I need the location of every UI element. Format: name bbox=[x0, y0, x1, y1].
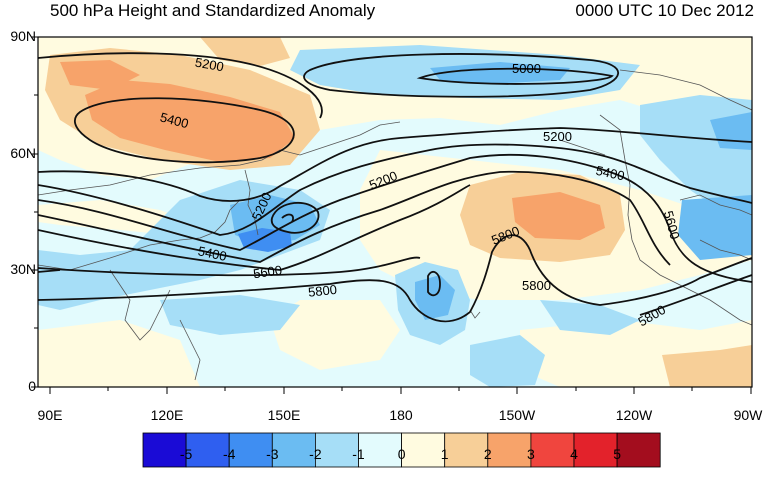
colorbar bbox=[142, 432, 661, 468]
contour-label: 5400 bbox=[594, 163, 625, 184]
y-tick-label: 30N bbox=[10, 261, 36, 277]
coastlines bbox=[38, 69, 752, 381]
contour-label: 5600 bbox=[252, 262, 283, 281]
contour-label: 5800 bbox=[522, 278, 551, 293]
y-tick-label: 60N bbox=[10, 145, 36, 161]
y-tick-label: 0 bbox=[28, 378, 36, 394]
x-tick-label: 90E bbox=[37, 407, 63, 423]
colorbar-label: 5 bbox=[613, 446, 621, 462]
contour-label: 5800 bbox=[307, 282, 337, 300]
contour-label: 5200 bbox=[543, 129, 572, 144]
x-tick-label: 180 bbox=[389, 407, 413, 423]
height-contours bbox=[38, 52, 752, 323]
colorbar-box bbox=[530, 432, 575, 468]
colorbar-box bbox=[401, 432, 446, 468]
colorbar-box bbox=[616, 432, 661, 468]
colorbar-label: 3 bbox=[526, 446, 535, 462]
contour-label: 5400 bbox=[158, 109, 190, 131]
colorbar-label: -2 bbox=[309, 446, 322, 462]
x-tick-label: 120W bbox=[615, 407, 653, 423]
colorbar-label: -4 bbox=[222, 446, 236, 462]
colorbar-label: -5 bbox=[179, 446, 193, 462]
x-tick-label: 150W bbox=[498, 407, 536, 423]
x-tick-label: 120E bbox=[150, 407, 184, 423]
x-tick-label: 90W bbox=[733, 407, 763, 423]
colorbar-box bbox=[444, 432, 489, 468]
axis-ticks bbox=[31, 36, 752, 394]
map-title: 500 hPa Height and Standardized Anomaly bbox=[50, 1, 376, 20]
colorbar-box bbox=[487, 432, 532, 468]
colorbar-box bbox=[314, 432, 359, 468]
map-plot-area: 5200 5000 5400 5200 5200 5400 5200 5800 … bbox=[38, 37, 752, 387]
contour-label: 5000 bbox=[512, 61, 541, 76]
anomaly-fill-warm-2 bbox=[60, 60, 605, 240]
contour-label: 5400 bbox=[197, 243, 228, 264]
colorbar-box bbox=[228, 432, 273, 468]
contour-label: 5600 bbox=[661, 209, 683, 241]
x-tick-label: 150E bbox=[267, 407, 301, 423]
colorbar-box bbox=[185, 432, 230, 468]
colorbar-box bbox=[358, 432, 402, 468]
colorbar-label: -3 bbox=[266, 446, 279, 462]
colorbar-label: 1 bbox=[440, 446, 449, 462]
colorbar-label: 2 bbox=[483, 446, 492, 462]
colorbar-label: 4 bbox=[570, 446, 578, 462]
colorbar-label: -1 bbox=[352, 446, 365, 462]
valid-time: 0000 UTC 10 Dec 2012 bbox=[575, 1, 754, 20]
anomaly-fill-cool-3 bbox=[238, 228, 292, 252]
y-tick-label: 90N bbox=[10, 28, 36, 44]
contour-label: 5200 bbox=[194, 55, 225, 75]
colorbar-label: 0 bbox=[397, 446, 406, 462]
colorbar-box bbox=[142, 432, 187, 468]
